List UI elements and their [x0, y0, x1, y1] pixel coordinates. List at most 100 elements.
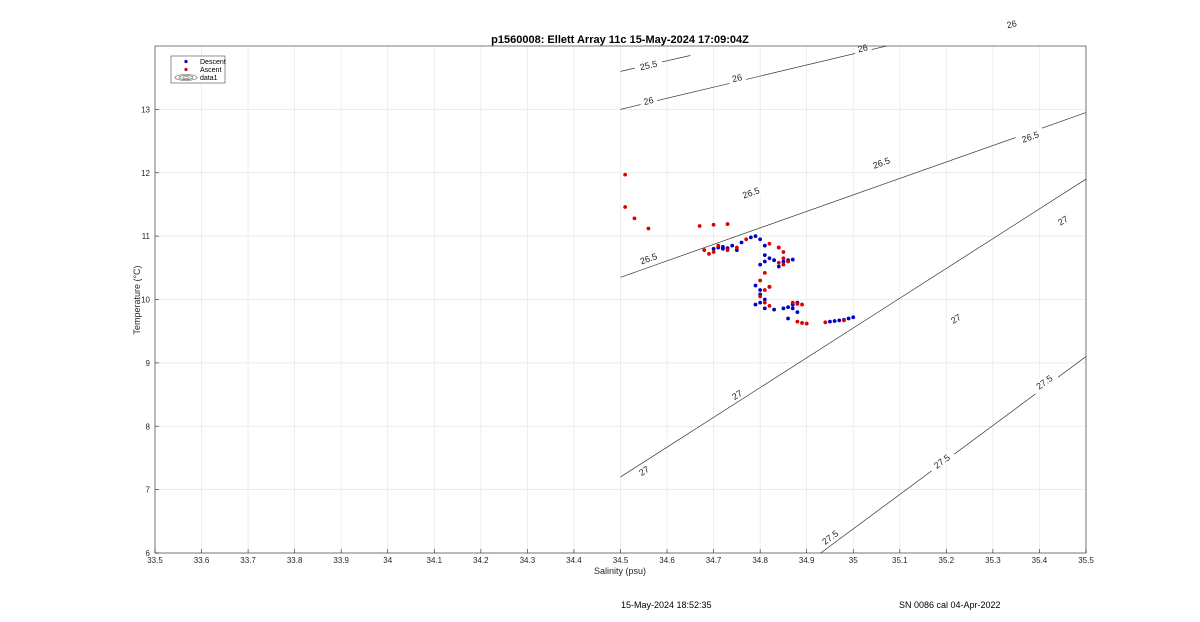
x-tick-label: 34.3 [520, 556, 536, 565]
descent-point [758, 300, 763, 305]
y-tick-label: 9 [146, 359, 151, 368]
descent-point [753, 234, 758, 239]
contour-label: 26.5 [1015, 127, 1046, 147]
x-tick-label: 33.7 [240, 556, 256, 565]
ascent-point [795, 319, 800, 324]
ascent-point [762, 300, 767, 305]
descent-point [776, 264, 781, 269]
contour-label-bg [815, 524, 845, 550]
x-tick-label: 34.7 [706, 556, 722, 565]
x-tick-label: 35.5 [1078, 556, 1094, 565]
contour-label-text: 26 [643, 95, 655, 107]
descent-point [790, 257, 795, 262]
ascent-point [744, 237, 749, 242]
contour-label: 26.5 [866, 153, 897, 172]
legend: Descent Ascent data1 [170, 55, 226, 84]
ascent-point [623, 172, 628, 177]
ascent-point [823, 320, 828, 325]
descent-point [837, 318, 842, 323]
x-tick-label: 34 [383, 556, 392, 565]
ascent-point [776, 260, 781, 265]
x-tick-label: 35 [849, 556, 858, 565]
ascent-point [725, 248, 730, 252]
descent-point [748, 235, 753, 240]
contour-label-bg [1015, 127, 1046, 147]
x-tick-label: 33.5 [147, 556, 163, 565]
contour-label: 27 [1052, 211, 1073, 230]
ascent-point [800, 321, 804, 325]
x-tick-label: 34.6 [659, 556, 675, 565]
contour-label-bg [1029, 369, 1059, 395]
descent-point [762, 306, 767, 311]
contour-label-text: 26 [857, 42, 869, 54]
descent-point [781, 306, 786, 311]
legend-descent-label: Descent [200, 59, 226, 66]
contour-label-bg [727, 385, 747, 404]
contour-label: 27.5 [1029, 369, 1059, 395]
descent-point [753, 302, 758, 307]
ascent-point [702, 248, 707, 252]
contour-label-text: 27 [949, 312, 963, 326]
contour-label-text: 27 [637, 464, 651, 478]
data-points [623, 172, 856, 326]
contour-label: 27 [727, 385, 747, 404]
y-axis-ticks: 6 7 8 9 10 11 12 13 [141, 105, 159, 558]
ascent-point [762, 270, 767, 275]
descent-point [795, 310, 800, 315]
y-tick-label: 10 [141, 296, 150, 305]
contour-label-bg [927, 448, 956, 474]
x-tick-label: 34.9 [799, 556, 815, 565]
x-tick-label: 34.1 [427, 556, 443, 565]
descent-point [762, 297, 767, 302]
contour-label: 27 [633, 461, 654, 480]
ascent-point [804, 321, 809, 326]
legend-descent-marker [184, 59, 188, 64]
legend-data1-label: data1 [200, 75, 218, 82]
y-tick-label: 8 [146, 422, 151, 431]
ascent-point [758, 294, 763, 299]
contour-label-text: 26.5 [871, 155, 891, 170]
descent-point [786, 305, 790, 310]
descent-point [758, 262, 763, 267]
x-tick-label: 35.1 [892, 556, 908, 565]
legend-contour-marker [174, 74, 198, 81]
descent-point [721, 246, 725, 251]
density-contours: 25.5 26 26 26 26 26.5 26.5 26.5 26.5 27 27 27 27 27.5… [620, 16, 1086, 553]
x-tick-label: 34.5 [613, 556, 629, 565]
x-tick-label: 33.6 [194, 556, 210, 565]
footer-timestamp: 15-May-2024 18:52:35 [621, 600, 712, 610]
contour-label: 26 [1002, 16, 1021, 31]
ascent-point [776, 245, 781, 250]
contour-label-text: 25.5 [639, 59, 658, 73]
ascent-point [781, 262, 786, 267]
descent-point [832, 319, 837, 323]
x-tick-label: 34.4 [566, 556, 582, 565]
y-axis-label: Temperature (°C) [132, 265, 142, 334]
ascent-point [800, 302, 804, 307]
contour-label-text: 27 [1056, 214, 1070, 228]
y-tick-label: 12 [141, 169, 150, 178]
descent-point [758, 288, 763, 292]
ascent-point [767, 303, 772, 308]
chart-title: p1560008: Ellett Array 11c 15-May-2024 1… [491, 34, 749, 46]
ascent-point [716, 243, 721, 248]
descent-point [772, 307, 777, 312]
descent-point [739, 240, 744, 245]
contour-label-bg [633, 248, 664, 268]
contour-label: 27 [945, 309, 966, 328]
descent-point [711, 246, 716, 251]
x-tick-label: 33.8 [287, 556, 303, 565]
contour-label-text: 26.5 [1020, 129, 1040, 144]
ascent-point [781, 250, 786, 254]
contour-label-bg [1052, 211, 1073, 230]
contour-label-text: 26.5 [639, 251, 659, 266]
x-tick-label: 33.9 [333, 556, 349, 565]
ascent-point [758, 278, 763, 283]
contour-label-bg [1002, 16, 1021, 31]
ascent-point [646, 226, 651, 231]
ascent-point [767, 284, 772, 289]
descent-point [762, 259, 767, 264]
x-axis-label: Salinity (psu) [594, 566, 646, 576]
contour-label-text: 27 [730, 388, 744, 402]
